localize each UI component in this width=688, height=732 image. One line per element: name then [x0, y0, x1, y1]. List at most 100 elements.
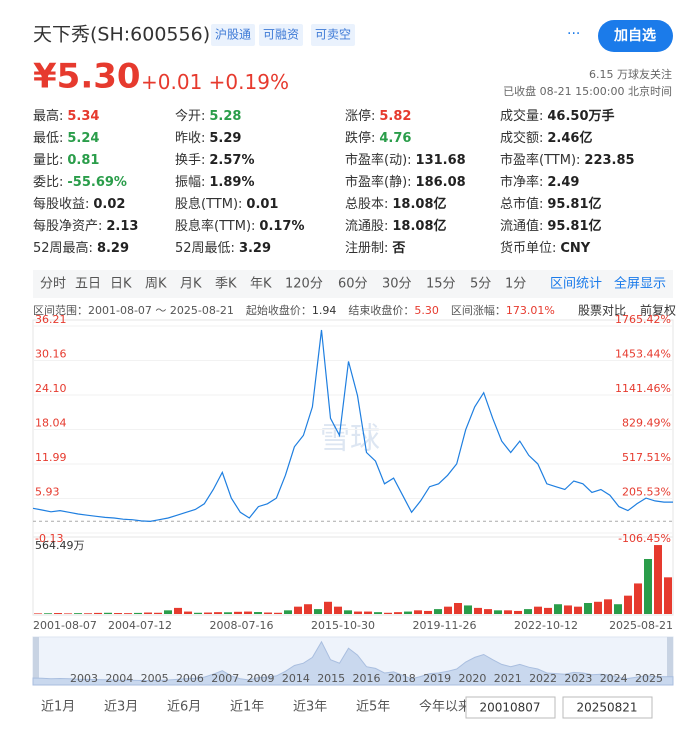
period[interactable]: 年K [250, 277, 272, 292]
stat: 股息率(TTM): 0.17% [175, 218, 305, 234]
stat-value: 18.08亿 [392, 196, 446, 212]
stat: 总股本: 18.08亿 [345, 196, 447, 212]
nav-handle[interactable] [33, 637, 39, 685]
date-text[interactable]: 20250821 [576, 701, 637, 715]
range-gain: 173.01% [506, 304, 555, 317]
period[interactable]: 分时 [40, 277, 66, 292]
navigator-year: 2003 [70, 672, 98, 685]
volume-bar [364, 611, 372, 614]
stat: 量比: 0.81 [33, 153, 99, 168]
period[interactable]: 120分 [285, 277, 323, 292]
y-tick-label: -0.13 [35, 532, 63, 545]
volume-bar [664, 577, 672, 614]
range-button[interactable]: 今年以来 [419, 699, 471, 715]
date-input[interactable] [562, 696, 653, 719]
volume-bar [474, 607, 482, 614]
stat: 市盈率(静): 186.08 [345, 174, 466, 190]
stat-label: 注册制: [345, 241, 388, 256]
period[interactable]: 日K [110, 277, 132, 292]
volume-bar [344, 610, 352, 614]
date-input[interactable] [465, 696, 556, 719]
volume-bar [594, 601, 602, 614]
period[interactable]: 五日 [75, 277, 101, 292]
range-button[interactable]: 近1年 [230, 700, 264, 715]
stat-label: 市盈率(静): [345, 174, 412, 190]
volume-bar [464, 605, 472, 614]
stat-value: 3.29 [239, 241, 271, 256]
y2-tick-label: 205.53% [622, 485, 671, 498]
y2-tick-label: 1765.42% [615, 313, 671, 326]
stat-label: 成交量: [500, 108, 543, 124]
volume-bar [64, 613, 72, 614]
tool[interactable]: 区间统计 [550, 277, 602, 292]
stat: 每股净资产: 2.13 [33, 218, 138, 234]
range-end_label: 结束收盘价： [348, 303, 414, 317]
stat-label: 昨收: [175, 131, 205, 146]
stat-value: 2.57% [209, 153, 254, 168]
navigator-year: 2019 [423, 672, 451, 685]
range-range: 区间范围：2001-08-07 ～ 2025-08-21 [33, 303, 234, 317]
stat-label: 52周最高: [33, 240, 93, 256]
volume-bar [494, 610, 502, 614]
stat-label: 每股收益: [33, 196, 89, 212]
date-text[interactable]: 20010807 [479, 701, 540, 715]
status: 已收盘 08-21 15:00:00 北京时间 [503, 84, 672, 98]
more[interactable]: ··· [567, 26, 580, 42]
period[interactable]: 30分 [382, 277, 412, 292]
tag [259, 24, 303, 46]
period-bar [33, 270, 673, 298]
range-button[interactable]: 近5年 [356, 700, 390, 715]
period[interactable]: 季K [215, 277, 237, 292]
period[interactable]: 周K [145, 277, 167, 292]
range-info: 区间范围：2001-08-07 ～ 2025-08-21 起始收盘价：1.94 结束… [33, 303, 555, 317]
follow-button[interactable] [598, 20, 673, 52]
stat-label: 货币单位: [500, 240, 556, 256]
period[interactable]: 60分 [338, 277, 368, 292]
volume-bar [184, 611, 192, 614]
navigator-year: 2016 [353, 672, 381, 685]
volume-bar [504, 610, 512, 614]
stat-value: 0.01 [246, 197, 278, 212]
volume-bar [314, 609, 322, 614]
volume-bar [264, 612, 272, 614]
stat-value: 5.82 [379, 109, 411, 124]
navigator-year: 2021 [494, 672, 522, 685]
x-tick-label: 2022-10-12 [514, 619, 578, 632]
range-button[interactable]: 近3月 [104, 700, 138, 715]
period[interactable]: 1分 [505, 277, 526, 292]
follow-text[interactable]: 加自选 [613, 27, 656, 44]
price-line [32, 329, 673, 523]
volume-bar [44, 613, 52, 614]
y-tick-label: 36.21 [35, 313, 67, 326]
period[interactable]: 15分 [426, 277, 456, 292]
volume-bar [554, 604, 562, 614]
stat-value: 5.24 [67, 131, 99, 146]
x-tick-label: 2008-07-16 [210, 619, 274, 632]
stat: 成交量: 46.50万手 [500, 108, 615, 124]
stat-value: 46.50万手 [547, 108, 614, 124]
navigator-year: 2025 [635, 672, 663, 685]
chart-frame [32, 319, 674, 616]
volume-bar [154, 612, 162, 614]
nav-handle[interactable] [667, 637, 673, 685]
compare[interactable]: 股票对比 [578, 304, 626, 318]
volume-bar [254, 612, 262, 614]
tool[interactable]: 全屏显示 [614, 276, 666, 292]
navigator-year: 2024 [600, 672, 628, 685]
volume-bar [604, 599, 612, 614]
range-button[interactable]: 近1月 [41, 700, 75, 715]
stat: 市净率: 2.49 [500, 174, 579, 190]
adjust[interactable]: 前复权 [640, 303, 676, 318]
period[interactable]: 5分 [470, 277, 491, 292]
range-button[interactable]: 近3年 [293, 700, 327, 715]
range-end: 5.30 [414, 304, 439, 317]
range-button[interactable]: 近6月 [167, 700, 201, 715]
stat-value: 0.81 [67, 153, 99, 168]
volume-bar [134, 612, 142, 614]
volume-bar [124, 613, 132, 614]
stat-label: 委比: [33, 175, 63, 190]
stat-label: 总市值: [500, 196, 543, 212]
stat: 换手: 2.57% [175, 153, 255, 168]
period[interactable]: 月K [180, 277, 202, 292]
